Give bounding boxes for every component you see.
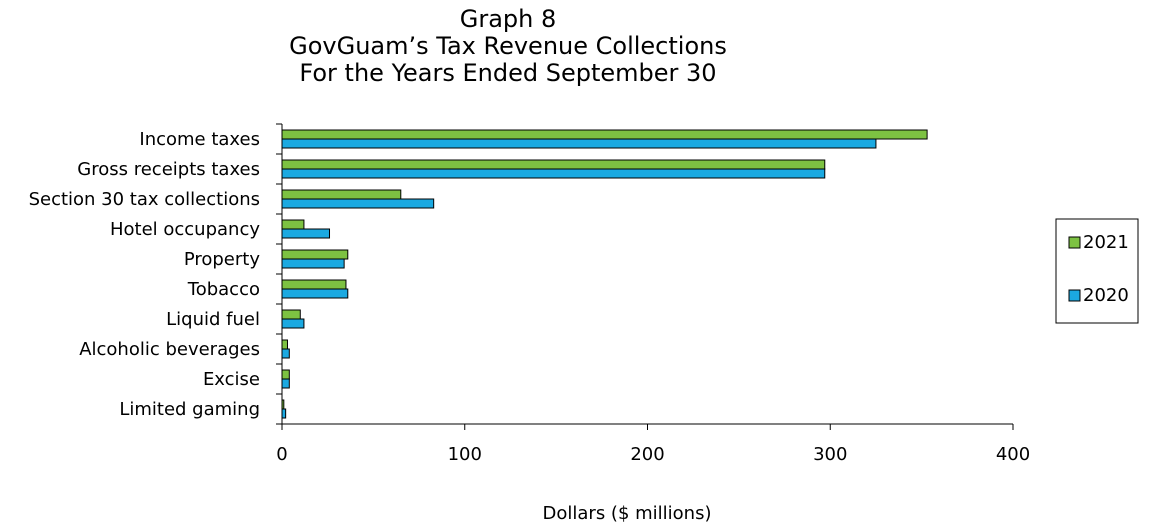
category-label-alcoholic-beverages: Alcoholic beverages bbox=[79, 339, 260, 360]
category-label-liquid-fuel: Liquid fuel bbox=[166, 309, 260, 330]
legend-swatch-2020 bbox=[1068, 289, 1081, 302]
bar-liquid-fuel-2020 bbox=[281, 318, 305, 329]
chart-title-line-3: For the Years Ended September 30 bbox=[299, 59, 716, 87]
x-tick-label-100: 100 bbox=[448, 444, 482, 465]
category-label-gross-receipts-taxes: Gross receipts taxes bbox=[77, 159, 260, 180]
legend-swatch-2021 bbox=[1068, 236, 1081, 249]
legend: 2021 2020 bbox=[1055, 218, 1139, 324]
x-axis-title: Dollars ($ millions) bbox=[543, 503, 712, 524]
legend-label-2020: 2020 bbox=[1083, 285, 1129, 306]
bar-tobacco-2020 bbox=[281, 288, 349, 299]
category-label-excise: Excise bbox=[203, 369, 260, 390]
category-label-tobacco: Tobacco bbox=[187, 279, 260, 300]
bar-alcoholic-beverages-2020 bbox=[281, 348, 290, 359]
chart-title-line-1: Graph 8 bbox=[460, 5, 557, 33]
bar-section-30-tax-collections-2021 bbox=[281, 189, 402, 200]
x-tick-labels: 0 100 200 300 400 bbox=[276, 444, 1030, 465]
category-label-limited-gaming: Limited gaming bbox=[119, 399, 260, 420]
chart-title: Graph 8 GovGuam’s Tax Revenue Collection… bbox=[289, 5, 727, 87]
bar-section-30-tax-collections-2020 bbox=[281, 198, 435, 209]
bar-gross-receipts-taxes-2020 bbox=[281, 168, 826, 179]
category-label-section-30-tax-collections: Section 30 tax collections bbox=[29, 189, 260, 210]
bar-property-2020 bbox=[281, 258, 345, 269]
bar-income-taxes-2020 bbox=[281, 138, 877, 149]
x-tick-label-400: 400 bbox=[996, 444, 1030, 465]
bar-property-2021 bbox=[281, 249, 349, 260]
bar-hotel-occupancy-2020 bbox=[281, 228, 331, 239]
bar-liquid-fuel-2021 bbox=[281, 309, 301, 320]
category-labels: Income taxes Gross receipts taxes Section … bbox=[29, 129, 261, 420]
bar-series-group bbox=[281, 129, 928, 419]
legend-label-2021: 2021 bbox=[1083, 232, 1129, 253]
bar-tobacco-2021 bbox=[281, 279, 347, 290]
category-label-property: Property bbox=[184, 249, 261, 270]
bar-excise-2020 bbox=[281, 378, 290, 389]
bar-gross-receipts-taxes-2021 bbox=[281, 159, 826, 170]
x-tick-label-300: 300 bbox=[813, 444, 847, 465]
axes bbox=[276, 123, 1014, 430]
chart-title-line-2: GovGuam’s Tax Revenue Collections bbox=[289, 32, 727, 60]
x-tick-label-200: 200 bbox=[630, 444, 664, 465]
bar-alcoholic-beverages-2021 bbox=[281, 339, 288, 350]
bar-hotel-occupancy-2021 bbox=[281, 219, 305, 230]
bar-limited-gaming-2020 bbox=[281, 408, 287, 419]
bar-excise-2021 bbox=[281, 369, 290, 380]
legend-box bbox=[1055, 218, 1139, 324]
bar-income-taxes-2021 bbox=[281, 129, 928, 140]
x-tick-label-0: 0 bbox=[276, 444, 287, 465]
category-label-income-taxes: Income taxes bbox=[139, 129, 260, 150]
category-label-hotel-occupancy: Hotel occupancy bbox=[110, 219, 260, 240]
